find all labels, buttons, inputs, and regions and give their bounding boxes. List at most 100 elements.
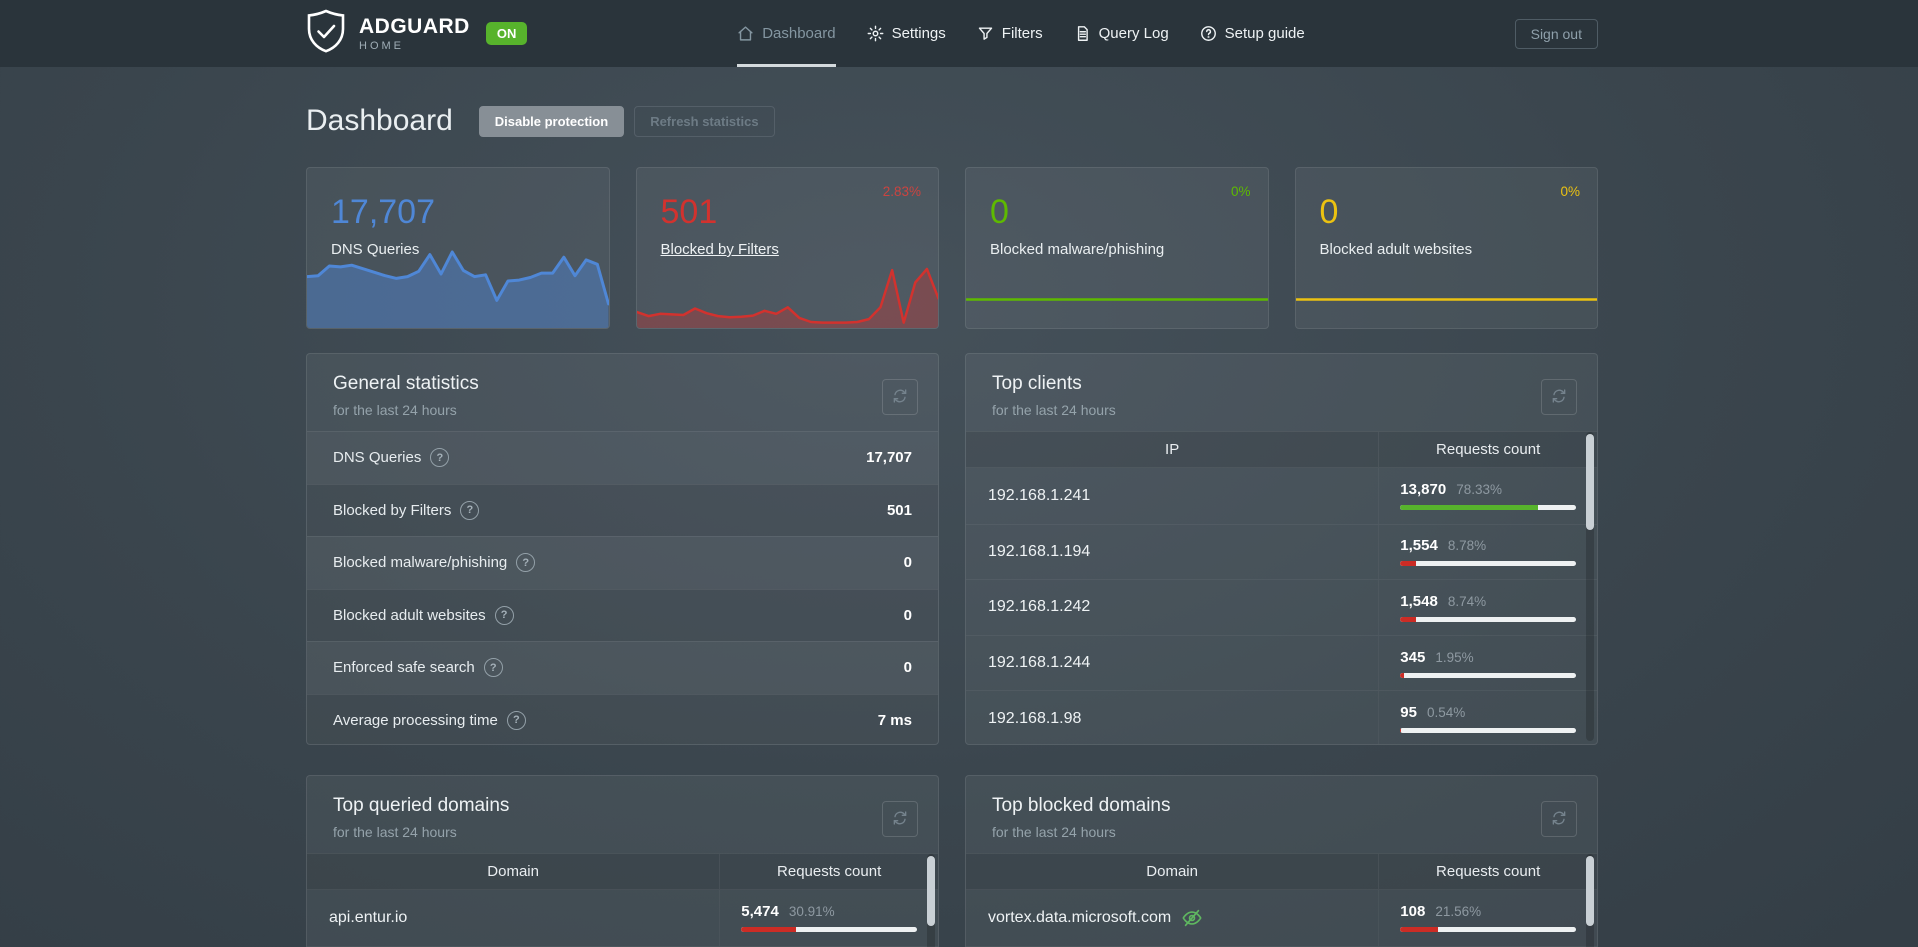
requests-bar — [741, 927, 917, 933]
blocked-malware-label: Blocked malware/phishing — [990, 241, 1165, 258]
top-queried-title: Top queried domains — [333, 795, 510, 816]
scrollbar-track[interactable] — [1586, 432, 1594, 741]
help-icon[interactable] — [430, 448, 450, 468]
domain-row: vortex.data.microsoft.com 108 21.56% — [966, 890, 1597, 946]
general-statistics-title: General statistics — [333, 373, 479, 394]
refresh-icon — [892, 810, 908, 829]
dns-queries-sparkline — [307, 250, 609, 328]
refresh-icon — [1551, 810, 1567, 829]
gear-icon — [867, 25, 884, 42]
general-statistics-subtitle: for the last 24 hours — [333, 402, 457, 418]
nav-item-dashboard[interactable]: Dashboard — [737, 0, 836, 67]
funnel-icon — [977, 25, 994, 42]
help-icon[interactable] — [506, 710, 526, 730]
blocked-malware-value: 0 — [990, 193, 1009, 231]
column-header-domain[interactable]: Domain — [307, 854, 721, 889]
stat-row-safe-search: Enforced safe search 0 — [307, 641, 938, 694]
stat-cards: 17,707 DNS Queries 501 Blocked by Filter… — [306, 167, 1598, 329]
dns-queries-value: 17,707 — [331, 193, 435, 231]
page-title: Dashboard — [306, 104, 453, 137]
blocked-by-filters-card: 501 Blocked by Filters 2.83% — [635, 167, 939, 329]
help-icon[interactable] — [483, 658, 503, 678]
navbar: ADGUARD HOME ON Dashboard Settings — [0, 0, 1918, 67]
top-clients-header: IP Requests count — [966, 431, 1597, 468]
blocked-malware-sparkline — [966, 298, 1268, 301]
column-header-domain[interactable]: Domain — [966, 854, 1380, 889]
top-clients-rows: 192.168.1.241 13,870 78.33% 192.168.1.194… — [966, 468, 1597, 744]
refresh-button[interactable] — [1541, 801, 1577, 837]
stat-row-blocked-malware: Blocked malware/phishing 0 — [307, 536, 938, 589]
refresh-button[interactable] — [882, 379, 918, 415]
scrollbar-thumb[interactable] — [1586, 856, 1594, 926]
help-icon[interactable] — [460, 500, 480, 520]
help-icon[interactable] — [494, 605, 514, 625]
refresh-statistics-button[interactable]: Refresh statistics — [634, 105, 775, 137]
top-clients-panel: Top clients for the last 24 hours IP Req… — [965, 353, 1598, 745]
column-header-ip[interactable]: IP — [966, 432, 1380, 467]
sign-out-button[interactable]: Sign out — [1514, 18, 1598, 49]
nav-item-settings[interactable]: Settings — [867, 0, 946, 67]
protection-status-badge: ON — [485, 22, 528, 45]
scrollbar-thumb[interactable] — [1586, 434, 1594, 530]
top-blocked-rows: vortex.data.microsoft.com 108 21.56% — [966, 890, 1597, 947]
client-row: 192.168.1.242 1,548 8.74% — [966, 579, 1597, 635]
nav-item-query-log[interactable]: Query Log — [1074, 0, 1169, 67]
nav-item-setup-guide[interactable]: Setup guide — [1200, 0, 1305, 67]
requests-bar — [1400, 616, 1576, 622]
brand-subtitle: HOME — [359, 39, 404, 52]
top-queried-header: Domain Requests count — [307, 853, 938, 890]
top-clients-title: Top clients — [992, 373, 1082, 394]
scrollbar-track[interactable] — [927, 854, 935, 947]
scrollbar-thumb[interactable] — [927, 856, 935, 926]
top-queried-rows: api.entur.io 5,474 30.91% — [307, 890, 938, 947]
requests-bar — [1400, 728, 1576, 734]
disable-protection-button[interactable]: Disable protection — [478, 105, 625, 137]
blocked-malware-card: 0 Blocked malware/phishing 0% — [965, 167, 1269, 329]
refresh-button[interactable] — [1541, 379, 1577, 415]
blocked-filters-value: 501 — [660, 193, 718, 231]
adguard-logo: ADGUARD HOME — [306, 9, 470, 58]
blocked-adult-value: 0 — [1319, 193, 1339, 231]
blocked-filters-sparkline — [636, 267, 938, 328]
blocked-adult-label: Blocked adult websites — [1319, 241, 1473, 258]
dns-queries-card: 17,707 DNS Queries — [306, 167, 610, 329]
stat-row-blocked-filters: Blocked by Filters 501 — [307, 483, 938, 536]
client-row: 192.168.1.241 13,870 78.33% — [966, 468, 1597, 524]
general-statistics-rows: DNS Queries 17,707 Blocked by Filters 50… — [307, 431, 938, 744]
nav-item-filters[interactable]: Filters — [977, 0, 1043, 67]
blocked-malware-percent: 0% — [1230, 184, 1251, 199]
blocked-by-filters-link[interactable]: Blocked by Filters — [660, 241, 779, 258]
column-header-requests[interactable]: Requests count — [777, 863, 882, 880]
document-icon — [1074, 25, 1091, 42]
refresh-icon — [1551, 388, 1567, 407]
requests-bar — [1400, 505, 1576, 511]
tracker-eye-off-icon[interactable] — [1181, 907, 1203, 929]
general-statistics-panel: General statistics for the last 24 hours… — [306, 353, 939, 745]
domain-row — [307, 945, 938, 947]
column-header-requests[interactable]: Requests count — [1436, 863, 1541, 880]
top-queried-domains-panel: Top queried domains for the last 24 hour… — [306, 775, 939, 947]
blocked-adult-card: 0 Blocked adult websites 0% — [1294, 167, 1598, 329]
column-header-requests[interactable]: Requests count — [1436, 441, 1541, 458]
scrollbar-track[interactable] — [1586, 854, 1594, 947]
client-row: 192.168.1.194 1,554 8.78% — [966, 523, 1597, 580]
refresh-button[interactable] — [882, 801, 918, 837]
top-blocked-domains-panel: Top blocked domains for the last 24 hour… — [965, 775, 1598, 947]
stat-row-processing-time: Average processing time 7 ms — [307, 693, 938, 744]
top-queried-subtitle: for the last 24 hours — [333, 824, 457, 840]
client-row: 192.168.1.244 345 1.95% — [966, 634, 1597, 691]
client-row: 192.168.1.98 95 0.54% — [966, 690, 1597, 744]
home-icon — [737, 25, 754, 42]
refresh-icon — [892, 388, 908, 407]
domain-row: api.entur.io 5,474 30.91% — [307, 890, 938, 946]
requests-bar — [1400, 672, 1576, 678]
brand-title: ADGUARD — [359, 14, 470, 38]
blocked-filters-percent: 2.83% — [882, 184, 921, 199]
requests-bar — [1400, 927, 1576, 933]
domain-row — [966, 945, 1597, 947]
stat-row-blocked-adult: Blocked adult websites 0 — [307, 588, 938, 641]
nav-menu: Dashboard Settings Filters Query Log — [737, 0, 1305, 67]
help-icon[interactable] — [516, 553, 536, 573]
shield-check-icon — [306, 9, 346, 58]
blocked-adult-percent: 0% — [1560, 184, 1580, 199]
